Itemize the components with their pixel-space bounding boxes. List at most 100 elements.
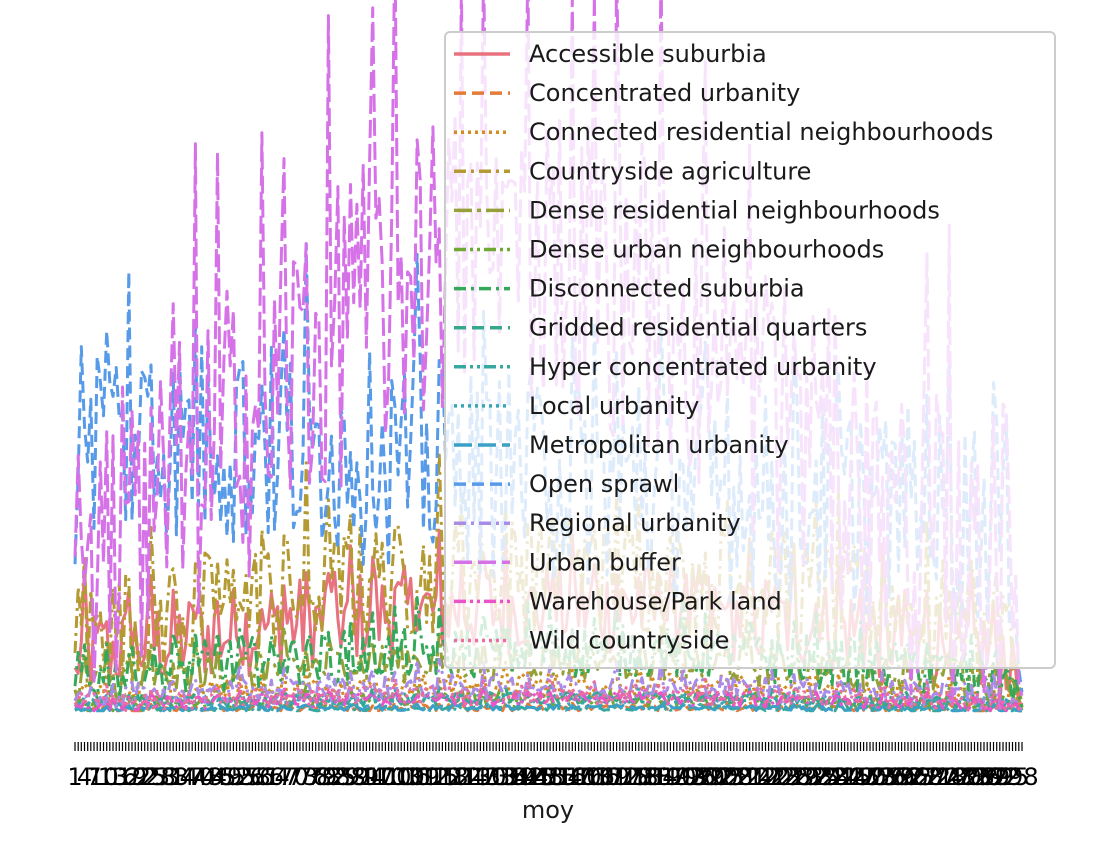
x-tick-label: 46 (202, 763, 233, 791)
x-tick-label: 16 (107, 763, 138, 791)
x-axis-label: moy (522, 796, 574, 824)
x-tick-label: 31 (155, 763, 186, 791)
x-tick-label: 235 (793, 763, 839, 791)
x-tick-label: 88 (335, 763, 366, 791)
x-tick-label: 280 (936, 763, 982, 791)
x-tick-label: 148 (518, 763, 564, 791)
legend-label-6: Disconnected suburbia (529, 275, 805, 303)
x-axis-ticks (74, 742, 1023, 751)
x-tick-label: 250 (841, 763, 887, 791)
x-tick-label: 283 (945, 763, 991, 791)
x-tick-label: 172 (594, 763, 640, 791)
x-tick-label: 166 (575, 763, 621, 791)
x-tick-label: 10 (88, 763, 119, 791)
x-tick-label: 136 (480, 763, 526, 791)
x-tick-label: 205 (698, 763, 744, 791)
x-tick-label: 196 (670, 763, 716, 791)
x-tick-label: 19 (117, 763, 148, 791)
x-tick-label: 121 (432, 763, 478, 791)
x-tick-label: 193 (660, 763, 706, 791)
x-tick-label: 175 (603, 763, 649, 791)
x-tick-label: 109 (394, 763, 440, 791)
x-tick-label: 34 (164, 763, 195, 791)
x-tick-label: 7 (86, 763, 101, 791)
x-tick-label: 190 (651, 763, 697, 791)
x-tick-label: 154 (537, 763, 583, 791)
x-tick-label: 163 (565, 763, 611, 791)
x-tick-label: 94 (354, 763, 385, 791)
legend-label-11: Open sprawl (529, 470, 679, 498)
x-tick-label: 13 (98, 763, 129, 791)
x-tick-label: 58 (240, 763, 271, 791)
legend-label-14: Warehouse/Park land (529, 587, 782, 615)
x-tick-label: 61 (250, 763, 281, 791)
x-tick-label: 274 (917, 763, 963, 791)
x-tick-label: 199 (679, 763, 725, 791)
x-tick-label: 145 (508, 763, 554, 791)
x-tick-label: 229 (774, 763, 820, 791)
x-tick-label: 85 (326, 763, 357, 791)
x-tick-label: 265 (888, 763, 934, 791)
x-axis-tick-labels: 1471013161922252831343740434649525558616… (67, 763, 1038, 791)
x-tick-label: 40 (183, 763, 214, 791)
x-tick-label: 79 (307, 763, 338, 791)
x-tick-label: 202 (689, 763, 735, 791)
x-tick-label: 130 (461, 763, 507, 791)
x-tick-label: 253 (850, 763, 896, 791)
legend-label-5: Dense urban neighbourhoods (529, 236, 884, 264)
x-tick-label: 262 (879, 763, 925, 791)
x-tick-label: 181 (622, 763, 668, 791)
x-tick-label: 91 (345, 763, 376, 791)
x-tick-label: 22 (126, 763, 157, 791)
x-tick-label: 184 (632, 763, 678, 791)
x-tick-label: 223 (755, 763, 801, 791)
x-tick-label: 82 (316, 763, 347, 791)
x-tick-label: 49 (212, 763, 243, 791)
series-line-14 (74, 685, 1023, 713)
x-tick-label: 214 (727, 763, 773, 791)
x-tick-label: 271 (907, 763, 953, 791)
x-tick-label: 139 (489, 763, 535, 791)
x-tick-label: 259 (869, 763, 915, 791)
x-tick-label: 25 (136, 763, 167, 791)
x-tick-label: 124 (442, 763, 488, 791)
x-tick-label: 43 (193, 763, 224, 791)
x-tick-label: 178 (613, 763, 659, 791)
x-tick-label: 187 (641, 763, 687, 791)
x-tick-label: 298 (993, 763, 1039, 791)
x-tick-label: 256 (860, 763, 906, 791)
x-tick-label: 169 (584, 763, 630, 791)
x-tick-label: 4 (77, 763, 92, 791)
legend-label-12: Regional urbanity (529, 509, 741, 537)
x-tick-label: 244 (822, 763, 868, 791)
x-tick-label: 157 (546, 763, 592, 791)
legend-items: Accessible suburbia Concentrated urbanity… (454, 40, 993, 655)
x-tick-label: 127 (451, 763, 497, 791)
x-tick-label: 115 (413, 763, 459, 791)
series-line-12 (73, 657, 1024, 712)
x-tick-label: 292 (974, 763, 1020, 791)
legend-label-2: Connected residential neighbourhoods (529, 118, 993, 146)
x-tick-label: 55 (231, 763, 262, 791)
x-tick-label: 238 (803, 763, 849, 791)
x-tick-label: 100 (366, 763, 412, 791)
x-tick-label: 73 (288, 763, 319, 791)
legend-label-4: Dense residential neighbourhoods (529, 196, 940, 224)
legend: Accessible suburbia Concentrated urbanity… (444, 31, 1056, 669)
legend-label-0: Accessible suburbia (529, 40, 767, 68)
x-tick-label: 211 (717, 763, 763, 791)
x-tick-label: 247 (831, 763, 877, 791)
legend-label-13: Urban buffer (529, 548, 681, 576)
x-tick-label: 277 (926, 763, 972, 791)
x-tick-label: 1 (67, 763, 82, 791)
x-tick-label: 118 (423, 763, 469, 791)
x-tick-label: 142 (499, 763, 545, 791)
legend-label-10: Metropolitan urbanity (529, 431, 789, 459)
x-tick-label: 67 (269, 763, 300, 791)
x-tick-label: 208 (708, 763, 754, 791)
x-tick-label: 217 (736, 763, 782, 791)
x-tick-label: 289 (964, 763, 1010, 791)
x-tick-label: 106 (385, 763, 431, 791)
x-tick-label: 151 (527, 763, 573, 791)
